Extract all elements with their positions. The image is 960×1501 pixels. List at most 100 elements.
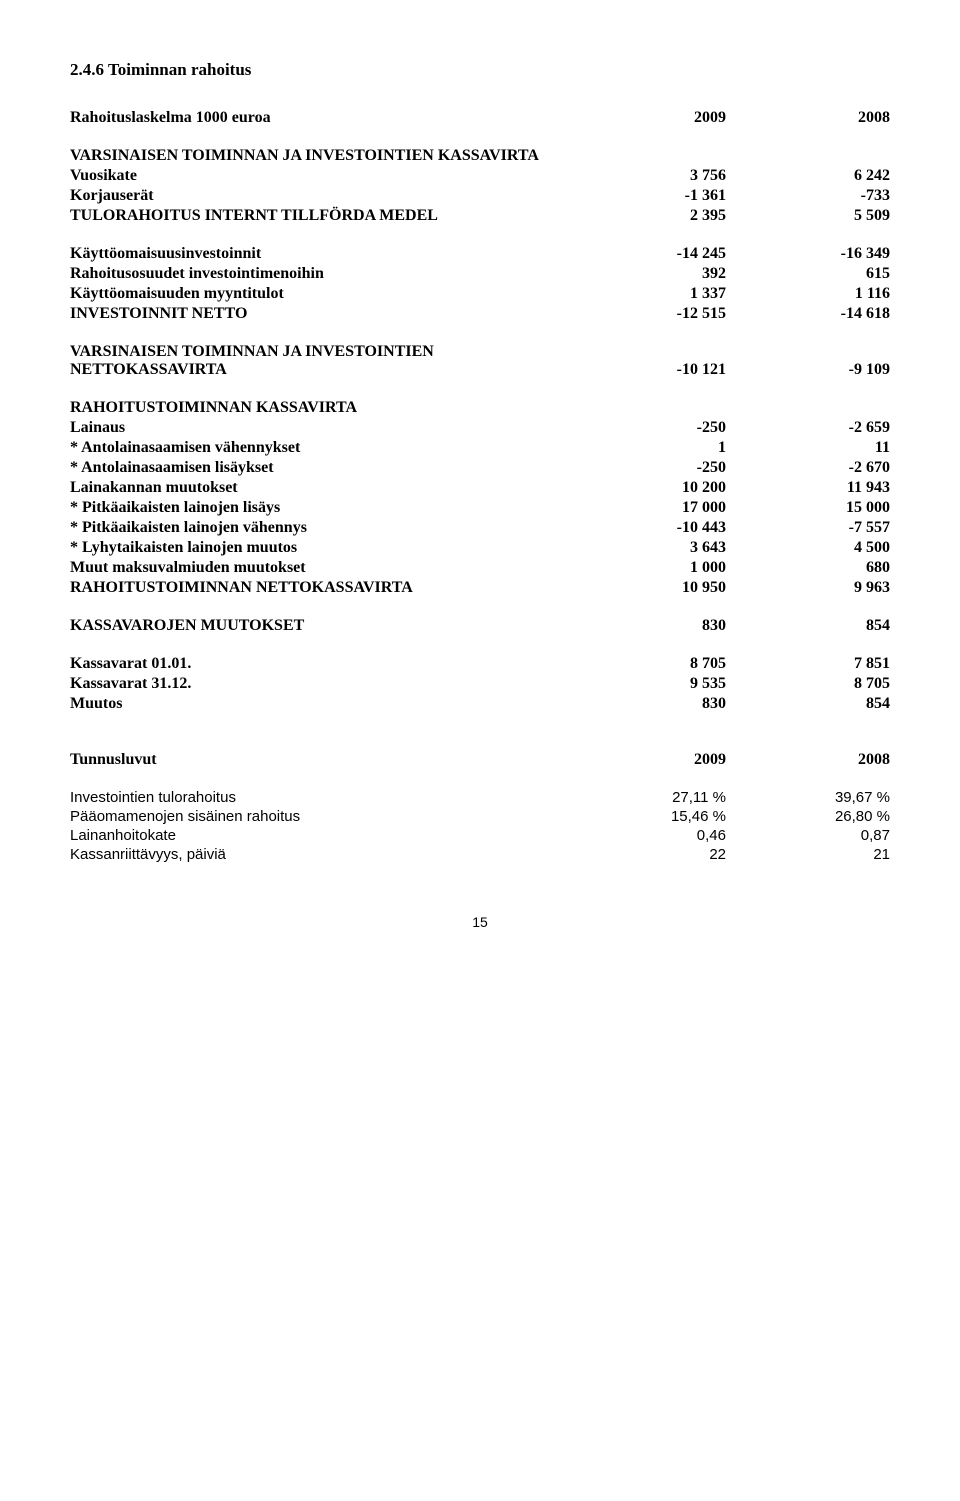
row-value-1: 830	[562, 694, 726, 714]
table-header-row: Rahoituslaskelma 1000 euroa 2009 2008	[70, 108, 890, 128]
row-label: Lainakannan muutokset	[70, 478, 562, 498]
table-row: * Pitkäaikaisten lainojen lisäys17 00015…	[70, 498, 890, 518]
row-value-2: 6 242	[726, 166, 890, 186]
row-value-1: 9 535	[562, 674, 726, 694]
tunnus-row-v2: 0,87	[726, 826, 890, 845]
row-value-2: -16 349	[726, 244, 890, 264]
row-label: Käyttöomaisuuden myyntitulot	[70, 284, 562, 304]
row-label: TULORAHOITUS INTERNT TILLFÖRDA MEDEL	[70, 206, 562, 226]
row-value-1: -1 361	[562, 186, 726, 206]
group-heading-v1	[562, 146, 726, 166]
tunnus-header-label: Tunnusluvut	[70, 750, 562, 770]
row-value-2: 615	[726, 264, 890, 284]
row-value-1: 3 643	[562, 538, 726, 558]
group-heading-row: VARSINAISEN TOIMINNAN JA INVESTOINTIEN K…	[70, 146, 890, 166]
row-value-1: 17 000	[562, 498, 726, 518]
row-value-2: 15 000	[726, 498, 890, 518]
row-value-2: 4 500	[726, 538, 890, 558]
row-value-1: 1 337	[562, 284, 726, 304]
row-value-2: -14 618	[726, 304, 890, 324]
row-label: Lainaus	[70, 418, 562, 438]
row-value-1: -250	[562, 458, 726, 478]
tunnus-row-v2: 21	[726, 845, 890, 864]
row-value-2: 5 509	[726, 206, 890, 226]
table-row: RAHOITUSTOIMINNAN NETTOKASSAVIRTA10 9509…	[70, 578, 890, 598]
row-value-1: 3 756	[562, 166, 726, 186]
row-value-1: 1	[562, 438, 726, 458]
group-table: RAHOITUSTOIMINNAN KASSAVIRTALainaus-250-…	[70, 398, 890, 616]
row-label: RAHOITUSTOIMINNAN NETTOKASSAVIRTA	[70, 578, 562, 598]
row-value-1: -14 245	[562, 244, 726, 264]
row-value-2: 854	[726, 616, 890, 636]
group-heading-row: VARSINAISEN TOIMINNAN JA INVESTOINTIEN N…	[70, 342, 890, 380]
page-number: 15	[70, 914, 890, 930]
row-label: Vuosikate	[70, 166, 562, 186]
group-heading-label: VARSINAISEN TOIMINNAN JA INVESTOINTIEN N…	[70, 342, 562, 380]
table-row: Lainaus-250-2 659	[70, 418, 890, 438]
tunnus-row-v1: 27,11 %	[562, 788, 726, 807]
row-label: Kassavarat 31.12.	[70, 674, 562, 694]
tunnus-header-row: Tunnusluvut 2009 2008	[70, 750, 890, 770]
tunnus-row: Pääomamenojen sisäinen rahoitus15,46 %26…	[70, 807, 890, 826]
row-label: Muutos	[70, 694, 562, 714]
tunnus-row: Investointien tulorahoitus27,11 %39,67 %	[70, 788, 890, 807]
row-label: * Pitkäaikaisten lainojen lisäys	[70, 498, 562, 518]
row-label: * Pitkäaikaisten lainojen vähennys	[70, 518, 562, 538]
tunnus-row-label: Lainanhoitokate	[70, 826, 562, 845]
table-row: Korjauserät-1 361-733	[70, 186, 890, 206]
row-label: * Antolainasaamisen vähennykset	[70, 438, 562, 458]
row-label: Korjauserät	[70, 186, 562, 206]
tunnus-row-v2: 26,80 %	[726, 807, 890, 826]
row-value-2: 854	[726, 694, 890, 714]
row-value-1: 392	[562, 264, 726, 284]
table-row: Muutos830854	[70, 694, 890, 714]
row-value-1: 830	[562, 616, 726, 636]
row-value-1: 10 950	[562, 578, 726, 598]
row-value-2: 7 851	[726, 654, 890, 674]
row-value-2: -7 557	[726, 518, 890, 538]
row-label: KASSAVAROJEN MUUTOKSET	[70, 616, 562, 636]
financing-table: Rahoituslaskelma 1000 euroa 2009 2008	[70, 108, 890, 146]
table-row: INVESTOINNIT NETTO-12 515-14 618	[70, 304, 890, 324]
header-col1: 2009	[562, 108, 726, 128]
group-heading-v2: -9 109	[726, 342, 890, 380]
group-table: Kassavarat 01.01.8 7057 851Kassavarat 31…	[70, 654, 890, 732]
row-value-1: -250	[562, 418, 726, 438]
table-row: * Antolainasaamisen lisäykset-250-2 670	[70, 458, 890, 478]
tunnus-row-v1: 0,46	[562, 826, 726, 845]
tunnus-row-label: Investointien tulorahoitus	[70, 788, 562, 807]
group-heading-label: RAHOITUSTOIMINNAN KASSAVIRTA	[70, 398, 562, 418]
row-label: Kassavarat 01.01.	[70, 654, 562, 674]
table-row: * Lyhytaikaisten lainojen muutos3 6434 5…	[70, 538, 890, 558]
row-value-2: -733	[726, 186, 890, 206]
group-heading-v2	[726, 146, 890, 166]
row-value-2: 11	[726, 438, 890, 458]
row-value-2: 680	[726, 558, 890, 578]
table-row: KASSAVAROJEN MUUTOKSET830854	[70, 616, 890, 636]
table-row: * Pitkäaikaisten lainojen vähennys-10 44…	[70, 518, 890, 538]
header-title: Rahoituslaskelma 1000 euroa	[70, 108, 562, 128]
group-table: VARSINAISEN TOIMINNAN JA INVESTOINTIEN N…	[70, 342, 890, 398]
table-row: Kassavarat 31.12.9 5358 705	[70, 674, 890, 694]
tunnus-header-v1: 2009	[562, 750, 726, 770]
tunnus-header-v2: 2008	[726, 750, 890, 770]
tunnus-row-v1: 22	[562, 845, 726, 864]
section-heading: 2.4.6 Toiminnan rahoitus	[70, 60, 890, 80]
group-heading-label: VARSINAISEN TOIMINNAN JA INVESTOINTIEN K…	[70, 146, 562, 166]
group-heading-v1: -10 121	[562, 342, 726, 380]
row-value-1: -10 443	[562, 518, 726, 538]
header-col2: 2008	[726, 108, 890, 128]
row-label: Rahoitusosuudet investointimenoihin	[70, 264, 562, 284]
tunnus-row-v1: 15,46 %	[562, 807, 726, 826]
group-table: KASSAVAROJEN MUUTOKSET830854	[70, 616, 890, 654]
table-row: Kassavarat 01.01.8 7057 851	[70, 654, 890, 674]
tunnus-row-label: Pääomamenojen sisäinen rahoitus	[70, 807, 562, 826]
row-value-1: 2 395	[562, 206, 726, 226]
row-label: Muut maksuvalmiuden muutokset	[70, 558, 562, 578]
table-row: Muut maksuvalmiuden muutokset1 000680	[70, 558, 890, 578]
row-label: INVESTOINNIT NETTO	[70, 304, 562, 324]
row-value-2: 9 963	[726, 578, 890, 598]
group-heading-v1	[562, 398, 726, 418]
tunnus-row-v2: 39,67 %	[726, 788, 890, 807]
row-label: * Lyhytaikaisten lainojen muutos	[70, 538, 562, 558]
